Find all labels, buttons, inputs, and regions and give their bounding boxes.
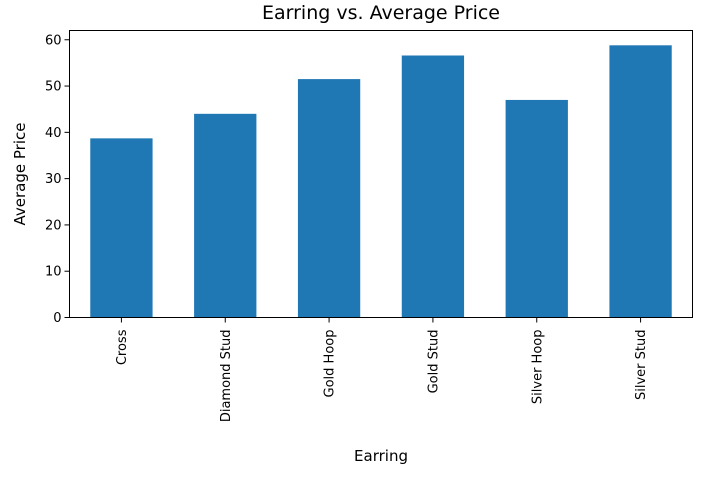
bar-diamond-stud	[194, 113, 257, 318]
y-tick-label: 50	[45, 80, 62, 95]
bars-layer	[90, 45, 672, 318]
bar-silver-hoop	[505, 99, 568, 318]
y-tick-label: 60	[45, 33, 62, 48]
y-tick-label: 10	[45, 265, 62, 280]
y-tick-label: 20	[45, 218, 62, 233]
x-tick-label: Gold Hoop	[323, 330, 338, 398]
bar-gold-stud	[401, 55, 465, 318]
x-tick-label: Silver Hoop	[530, 330, 545, 405]
plot-frame	[69, 30, 693, 318]
y-axis: 0 10 20 30 40 50 60	[45, 33, 70, 326]
bar-gold-hoop	[297, 79, 361, 318]
bar-silver-stud	[609, 45, 672, 318]
chart-title: Earring vs. Average Price	[262, 2, 500, 24]
bar-cross	[90, 138, 153, 318]
y-axis-label: Average Price	[11, 123, 29, 226]
x-tick-label: Cross	[115, 329, 130, 365]
x-axis: Cross Diamond Stud Gold Hoop Gold Stud Silve…	[115, 317, 649, 423]
y-tick-label: 30	[45, 172, 62, 187]
x-tick-label: Gold Stud	[426, 330, 441, 394]
x-tick-label: Silver Stud	[634, 330, 649, 400]
x-tick-label: Diamond Stud	[219, 330, 234, 423]
y-tick-label: 0	[53, 311, 61, 326]
y-tick-label: 40	[45, 126, 62, 141]
x-axis-label: Earring	[354, 447, 408, 465]
